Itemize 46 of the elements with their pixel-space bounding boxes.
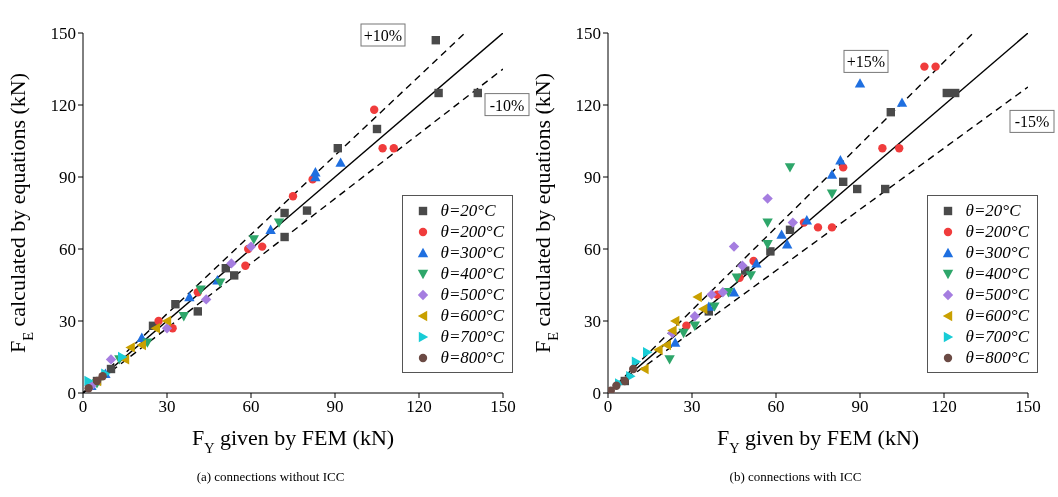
y-tick-label: 90 <box>584 168 601 188</box>
text: (b) connections with ICC <box>728 469 863 485</box>
legend-label: θ=500°C <box>440 284 504 305</box>
x-tick-label: 150 <box>1015 397 1041 417</box>
x-tick-label: 120 <box>406 397 432 417</box>
x-tick-label: 120 <box>931 397 957 417</box>
y-tick-label: 120 <box>50 96 76 116</box>
legend-label: θ=800°C <box>965 347 1029 368</box>
legend-label: θ=300°C <box>965 242 1029 263</box>
x-tick-label: 90 <box>326 397 344 417</box>
legend-label: θ=500°C <box>965 284 1029 305</box>
legend-label: θ=700°C <box>440 326 504 347</box>
legend-label: θ=20°C <box>965 200 1021 221</box>
y-tick-label: 90 <box>59 168 76 188</box>
annotation: -10% <box>489 96 525 114</box>
legend-label: θ=700°C <box>965 326 1029 347</box>
text: (a) connections without ICC <box>195 469 346 485</box>
x-tick-label: 30 <box>683 397 701 417</box>
y-tick-label: 30 <box>59 312 76 332</box>
annotation: -15% <box>1014 113 1050 131</box>
legend-label: θ=200°C <box>440 221 504 242</box>
y-tick-label: 120 <box>575 96 601 116</box>
x-tick-label: 30 <box>158 397 176 417</box>
y-tick-label: 150 <box>50 24 76 44</box>
x-tick-label: 60 <box>767 397 785 417</box>
legend-label: θ=200°C <box>965 221 1029 242</box>
legend-label: θ=400°C <box>965 263 1029 284</box>
legend-label: θ=20°C <box>440 200 496 221</box>
x-tick-label: 150 <box>490 397 516 417</box>
x-axis-title: F$_{Y}$ given by FEM (kN) <box>716 425 920 456</box>
y-tick-label: 60 <box>584 240 601 260</box>
x-tick-label: 60 <box>242 397 260 417</box>
y-tick-label: 30 <box>584 312 601 332</box>
legend-label: θ=600°C <box>965 305 1029 326</box>
x-tick-label: 90 <box>851 397 869 417</box>
legend-label: θ=300°C <box>440 242 504 263</box>
legend-label: θ=800°C <box>440 347 504 368</box>
x-axis-title: F$_{Y}$ given by FEM (kN) <box>191 425 395 456</box>
legend-label: θ=400°C <box>440 263 504 284</box>
y-tick-label: 150 <box>575 24 601 44</box>
legend-label: θ=600°C <box>440 305 504 326</box>
y-tick-label: 60 <box>59 240 76 260</box>
y-tick-label: 0 <box>592 384 601 404</box>
annotation: +10% <box>363 27 403 44</box>
y-tick-label: 0 <box>67 384 76 404</box>
annotation: +15% <box>846 53 886 71</box>
